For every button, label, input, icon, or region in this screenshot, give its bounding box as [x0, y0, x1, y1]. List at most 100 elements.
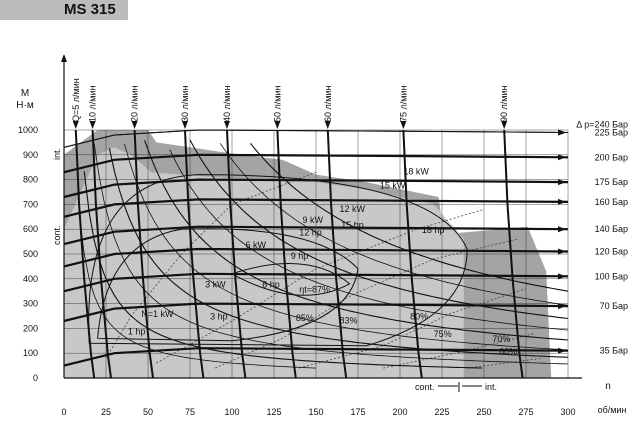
- y-tick-label: 400: [23, 274, 38, 284]
- pressure-line: [63, 153, 569, 174]
- x-axis-unit: об/мин: [598, 405, 627, 415]
- pressure-label: Δ p=240 Бар: [576, 119, 628, 129]
- power-curve: [189, 139, 569, 320]
- flow-arrow: [400, 121, 407, 129]
- power-label: 3 hp: [210, 312, 228, 322]
- pressure-line: [63, 129, 569, 148]
- x-tick-label: 200: [392, 407, 407, 417]
- x-tick-label: 75: [185, 407, 195, 417]
- pressure-label: 70 Бар: [600, 301, 628, 311]
- efficiency-label: 75%: [434, 329, 452, 339]
- y-tick-label: 600: [23, 224, 38, 234]
- power-curve: [144, 140, 569, 341]
- x-tick-label: 0: [61, 407, 66, 417]
- x-tick-label: 150: [308, 407, 323, 417]
- y-tick-label: 500: [23, 249, 38, 259]
- flow-line: [402, 129, 423, 379]
- y-tick-label: 900: [23, 150, 38, 160]
- efficiency-loop: [88, 174, 468, 347]
- flow-arrow: [89, 121, 96, 129]
- cont-torque-label: cont.: [52, 225, 62, 245]
- pressure-arrow: [558, 248, 566, 255]
- efficiency-loop: [230, 263, 351, 296]
- flow-label: 30 л/мин: [180, 86, 190, 122]
- int-speed-label: int.: [485, 382, 497, 392]
- flow-label: 10 л/мин: [88, 86, 98, 122]
- efficiency-label: 60%: [499, 346, 517, 356]
- power-label: 6 hp: [262, 279, 280, 289]
- pressure-label: 140 Бар: [595, 224, 628, 234]
- efficiency-curve: [105, 171, 317, 359]
- flow-line: [91, 129, 112, 379]
- pressure-arrow: [558, 303, 566, 310]
- flow-arrow: [181, 121, 188, 129]
- flow-label: 90 л/мин: [499, 86, 509, 122]
- y-tick-label: 1000: [18, 125, 38, 135]
- flow-arrow: [501, 121, 508, 129]
- flow-arrow: [131, 121, 138, 129]
- pressure-line: [63, 178, 569, 199]
- flow-label: 50 л/мин: [272, 86, 282, 122]
- int-torque-label: int.: [52, 148, 62, 160]
- pressure-line: [63, 302, 569, 323]
- pressure-arrow: [558, 347, 566, 354]
- y-axis-label: M: [21, 88, 29, 99]
- pressure-line: [63, 225, 569, 246]
- pressure-line: [63, 247, 569, 268]
- pressure-arrow: [558, 129, 566, 136]
- pressure-label: 160 Бар: [595, 197, 628, 207]
- efficiency-curve: [467, 357, 543, 369]
- power-curve: [169, 149, 569, 331]
- x-tick-label: 100: [224, 407, 239, 417]
- x-tick-label: 250: [476, 407, 491, 417]
- y-tick-label: 100: [23, 348, 38, 358]
- power-curve: [108, 148, 569, 358]
- pressure-label: 120 Бар: [595, 247, 628, 257]
- flow-label: Q=5 л/мин: [71, 78, 81, 122]
- efficiency-loop: [97, 228, 359, 342]
- x-tick-label: 25: [101, 407, 111, 417]
- pressure-label: 200 Бар: [595, 152, 628, 162]
- power-label: N=1 kW: [141, 309, 174, 319]
- y-tick-label: 700: [23, 199, 38, 209]
- pressure-label: 175 Бар: [595, 177, 628, 187]
- y-tick-label: 800: [23, 175, 38, 185]
- power-label: 1 hp: [128, 327, 146, 337]
- pressure-label: 35 Бар: [600, 346, 628, 356]
- efficiency-label: 80%: [410, 312, 428, 322]
- pressure-label: 100 Бар: [595, 271, 628, 281]
- efficiency-curve: [156, 209, 485, 364]
- pressure-label: 225 Бар: [595, 127, 628, 137]
- power-label: 9 hp: [291, 251, 309, 261]
- x-tick-label: 175: [350, 407, 365, 417]
- y-tick-label: 200: [23, 323, 38, 333]
- pressure-lines: [63, 129, 569, 367]
- axes: 0 25 50 75 100 125 150 175 200 225 250 275 300 0 100 20…: [16, 54, 626, 417]
- flow-label: 20 л/мин: [130, 86, 140, 122]
- power-label: 15 hp: [341, 220, 364, 230]
- efficiency-label: 83%: [340, 315, 358, 325]
- pressure-arrow: [558, 273, 566, 280]
- efficiency-label: 85%: [296, 313, 314, 323]
- flow-arrow: [324, 121, 331, 129]
- power-label: 18 kW: [403, 167, 429, 177]
- flow-label: 75 л/мин: [398, 86, 408, 122]
- power-label: 12 kW: [340, 204, 366, 214]
- chart-labels: Q=5 л/мин 10 л/мин 20 л/мин 30 л/мин 40 л/ми…: [52, 78, 628, 392]
- flow-label: 60 л/мин: [323, 86, 333, 122]
- model-title: MS 315: [64, 1, 116, 18]
- efficiency-label: ηt=87%: [299, 284, 330, 294]
- power-label: 9 kW: [303, 215, 324, 225]
- continuous-region: [64, 147, 464, 378]
- y-tick-label: 0: [33, 373, 38, 383]
- x-tick-label: 125: [266, 407, 281, 417]
- pressure-line: [63, 198, 569, 218]
- flow-line: [133, 129, 154, 379]
- pressure-arrow: [558, 154, 566, 161]
- x-tick-label: 275: [518, 407, 533, 417]
- flow-arrow: [274, 121, 281, 129]
- power-label: 18 hp: [422, 225, 445, 235]
- power-curve: [219, 143, 569, 306]
- flow-label: 40 л/мин: [222, 86, 232, 122]
